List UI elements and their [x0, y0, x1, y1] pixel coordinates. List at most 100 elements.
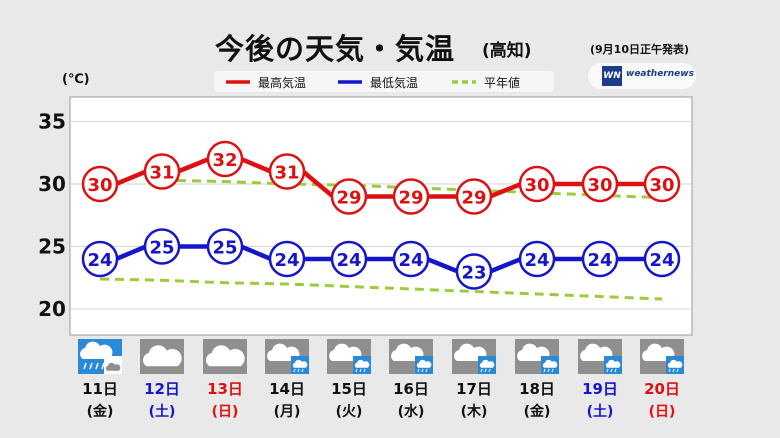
data-label: 25 [149, 238, 174, 259]
data-label: 25 [212, 238, 237, 259]
day-labels: 11日 (金) 12日 (土) 13日 (日) 14日 (月) 15日 (火) 16日 (水) 17日 (… [82, 380, 680, 420]
data-label: 23 [461, 263, 486, 284]
legend-label: 最低気温 [370, 75, 418, 90]
data-label: 30 [649, 175, 674, 196]
cloud-shape [605, 359, 621, 368]
weekday-label: (火) [336, 404, 363, 420]
data-point: 31 [268, 153, 306, 190]
cloud-then-rain-icon [515, 339, 559, 374]
cloud-then-rain-icon [578, 339, 622, 374]
data-point: 25 [206, 228, 244, 265]
day-label: 17日 [456, 380, 492, 398]
day-label: 19日 [582, 380, 618, 398]
cloud-then-rain-icon [327, 339, 371, 374]
cloud-then-rain-icon [389, 339, 433, 374]
data-point-marker [143, 228, 181, 265]
weekday-label: (日) [212, 404, 239, 420]
data-point: 29 [392, 178, 430, 215]
day-label: 15日 [331, 380, 367, 398]
data-point-marker [455, 178, 493, 215]
day-label: 12日 [144, 380, 180, 398]
legend-label: 平年値 [484, 75, 520, 90]
data-point: 31 [143, 153, 181, 190]
data-label: 24 [398, 250, 423, 271]
data-point-marker [455, 253, 493, 290]
data-label: 24 [524, 250, 549, 271]
cloud-shape [205, 345, 245, 367]
cloud-then-rain-icon [452, 339, 496, 374]
data-point-marker [330, 178, 368, 215]
rain-drop [672, 368, 675, 373]
day-label: 16日 [393, 380, 429, 398]
data-label: 31 [274, 163, 299, 184]
data-point: 30 [518, 165, 556, 203]
data-point: 30 [581, 165, 619, 203]
data-point: 25 [143, 228, 181, 265]
rain-drop [101, 362, 105, 370]
series-line [100, 244, 662, 274]
weekday-label: (木) [461, 403, 488, 420]
data-point-marker [206, 228, 244, 265]
data-label: 29 [336, 188, 361, 209]
page-title: 今後の天気・気温 [215, 32, 456, 66]
data-point: 24 [581, 240, 619, 278]
rain-drop [297, 368, 300, 373]
cloud-then-rain-icon [640, 339, 684, 374]
cloud-shape [667, 359, 683, 368]
rain-drop [614, 368, 617, 373]
day-label: 13日 [207, 380, 243, 398]
cloud-shape [80, 341, 113, 359]
data-point-marker [581, 165, 619, 203]
data-point: 24 [330, 240, 368, 278]
data-label: 24 [336, 250, 361, 271]
rain-drop [676, 368, 679, 373]
weather-icons [78, 339, 684, 374]
data-point-marker [81, 240, 119, 278]
weekday-label: (土) [149, 403, 176, 420]
rain-drop [83, 362, 87, 370]
weekday-label: (土) [587, 403, 614, 420]
data-point-marker [581, 240, 619, 278]
cloud-then-rain-icon [265, 339, 309, 374]
rain-drop [425, 368, 428, 373]
weekday-label: (水) [398, 403, 425, 420]
data-label: 29 [461, 188, 486, 209]
day-label: 18日 [519, 380, 555, 398]
data-label: 30 [524, 175, 549, 196]
data-point-marker [518, 240, 556, 278]
data-point: 30 [643, 165, 681, 203]
series-line [100, 156, 662, 199]
weekday-label: (金) [87, 403, 114, 420]
rain-drop [355, 368, 358, 373]
rain-drop [484, 368, 487, 373]
data-point-marker [268, 153, 306, 190]
issued-time: (9月10日正午発表) [590, 43, 690, 56]
data-label: 30 [87, 175, 112, 196]
data-label: 24 [649, 250, 674, 271]
rain-drop [488, 368, 491, 373]
rain-drop [668, 368, 671, 373]
data-label: 30 [587, 175, 612, 196]
day-label: 20日 [644, 380, 680, 398]
y-axis-ticks: 20 25 30 35 [38, 110, 66, 322]
rain-drop [480, 368, 483, 373]
rain-drop [363, 368, 366, 373]
cloud-shape [416, 359, 432, 368]
rain-drop [95, 362, 99, 370]
rain-drop [293, 368, 296, 373]
cloud-icon [140, 339, 184, 374]
legend-label: 最高気温 [258, 75, 306, 90]
rain-drop [547, 368, 550, 373]
data-point-marker [81, 165, 119, 203]
data-point-marker [330, 240, 368, 278]
data-label: 24 [587, 250, 612, 271]
data-point-marker [392, 240, 430, 278]
y-tick-label: 25 [38, 235, 66, 259]
rain-drop [606, 368, 609, 373]
data-label: 24 [274, 250, 299, 271]
rain-then-cloud-icon [78, 339, 122, 374]
normal-line [99, 277, 663, 301]
location-label: (高知) [482, 41, 532, 61]
cloud-shape [479, 359, 495, 368]
